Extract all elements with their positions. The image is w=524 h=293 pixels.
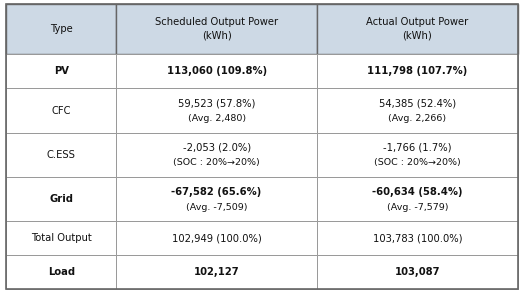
Bar bbox=[6, 54, 116, 88]
Text: 59,523 (57.8%): 59,523 (57.8%) bbox=[178, 99, 255, 109]
Text: 111,798 (107.7%): 111,798 (107.7%) bbox=[367, 66, 467, 76]
Bar bbox=[317, 88, 518, 133]
Text: Scheduled Output Power
(kWh): Scheduled Output Power (kWh) bbox=[155, 17, 278, 41]
Text: -2,053 (2.0%): -2,053 (2.0%) bbox=[182, 143, 250, 153]
Text: 103,783 (100.0%): 103,783 (100.0%) bbox=[373, 233, 462, 243]
Text: 102,949 (100.0%): 102,949 (100.0%) bbox=[172, 233, 261, 243]
Text: -1,766 (1.7%): -1,766 (1.7%) bbox=[383, 143, 452, 153]
Bar bbox=[116, 133, 317, 177]
Bar bbox=[317, 54, 518, 88]
Text: (Avg. 2,480): (Avg. 2,480) bbox=[188, 114, 246, 123]
Text: 102,127: 102,127 bbox=[194, 267, 239, 277]
Text: 103,087: 103,087 bbox=[395, 267, 440, 277]
Bar bbox=[317, 4, 518, 54]
Text: PV: PV bbox=[54, 66, 69, 76]
Bar bbox=[317, 221, 518, 255]
Text: 113,060 (109.8%): 113,060 (109.8%) bbox=[167, 66, 267, 76]
Text: Total Output: Total Output bbox=[31, 233, 92, 243]
Text: CFC: CFC bbox=[51, 105, 71, 115]
Bar bbox=[116, 221, 317, 255]
Bar bbox=[116, 54, 317, 88]
Bar bbox=[317, 255, 518, 289]
Text: Grid: Grid bbox=[49, 194, 73, 204]
Bar bbox=[6, 221, 116, 255]
Bar bbox=[6, 88, 116, 133]
Bar bbox=[6, 255, 116, 289]
Text: (Avg. 2,266): (Avg. 2,266) bbox=[388, 114, 446, 123]
Text: -60,634 (58.4%): -60,634 (58.4%) bbox=[372, 187, 463, 197]
Text: Actual Output Power
(kWh): Actual Output Power (kWh) bbox=[366, 17, 468, 41]
Text: (SOC : 20%→20%): (SOC : 20%→20%) bbox=[374, 159, 461, 167]
Text: Type: Type bbox=[50, 24, 73, 34]
Bar bbox=[317, 133, 518, 177]
Bar bbox=[116, 177, 317, 221]
Bar bbox=[6, 133, 116, 177]
Bar bbox=[6, 177, 116, 221]
Text: 54,385 (52.4%): 54,385 (52.4%) bbox=[379, 99, 456, 109]
Bar bbox=[6, 4, 116, 54]
Text: (Avg. -7,509): (Avg. -7,509) bbox=[186, 202, 247, 212]
Text: -67,582 (65.6%): -67,582 (65.6%) bbox=[171, 187, 261, 197]
Text: Load: Load bbox=[48, 267, 75, 277]
Bar bbox=[317, 177, 518, 221]
Text: (SOC : 20%→20%): (SOC : 20%→20%) bbox=[173, 159, 260, 167]
Text: (Avg. -7,579): (Avg. -7,579) bbox=[387, 202, 448, 212]
Bar bbox=[116, 88, 317, 133]
Text: C.ESS: C.ESS bbox=[47, 150, 75, 160]
Bar bbox=[116, 4, 317, 54]
Bar bbox=[116, 255, 317, 289]
